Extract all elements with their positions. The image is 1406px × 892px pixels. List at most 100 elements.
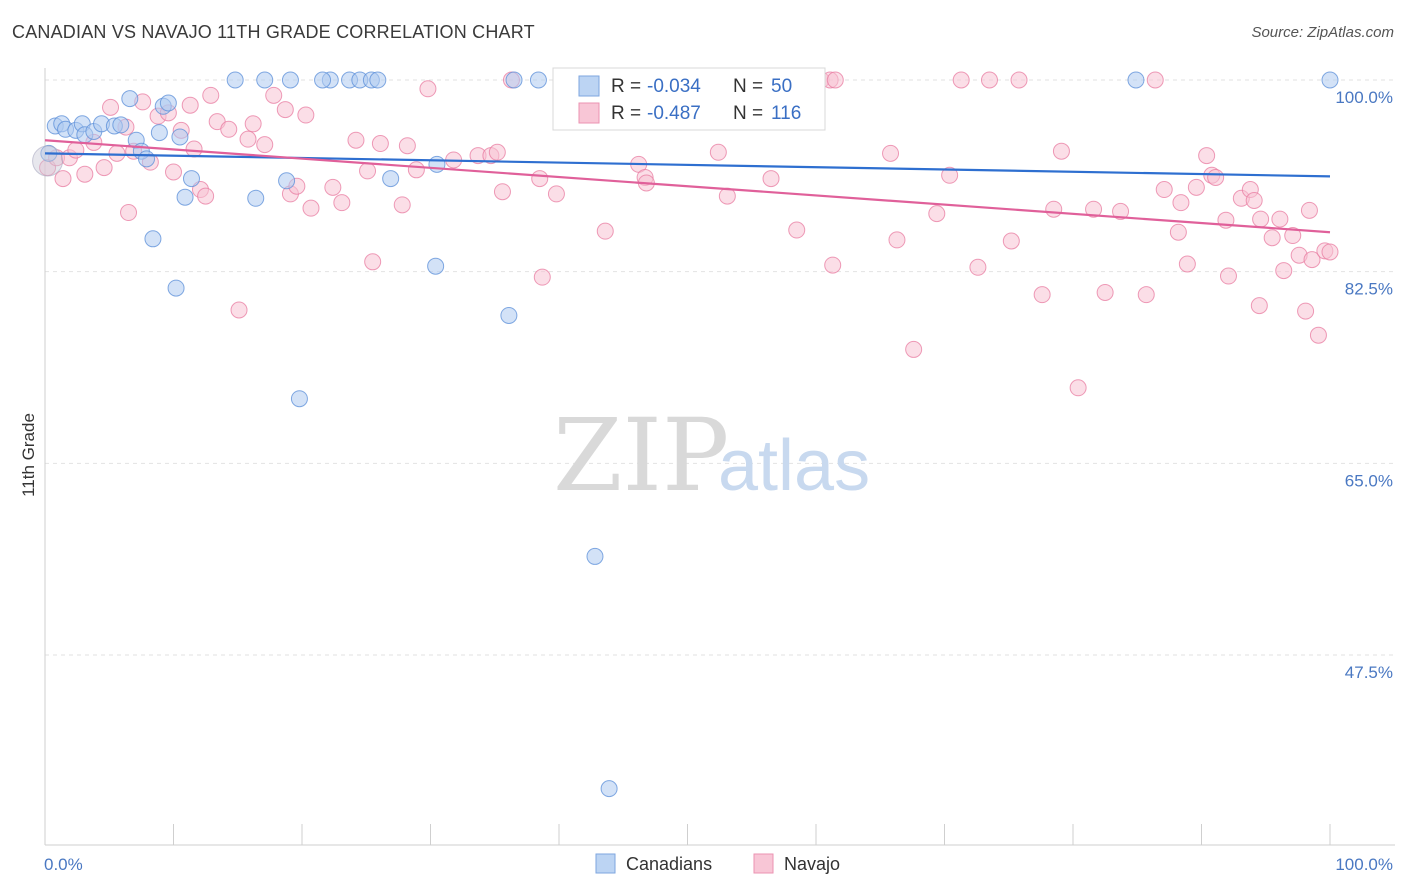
navajo-point-8 — [102, 98, 120, 116]
navajo-point-103 — [1263, 229, 1281, 247]
navajo-point-34 — [297, 106, 315, 124]
navajo-point-23 — [202, 86, 220, 104]
navajo-point-82 — [1069, 379, 1087, 397]
navajo-point-77 — [1002, 232, 1020, 250]
canadians-point-33 — [369, 71, 387, 89]
navajo-point-100 — [1245, 191, 1263, 209]
y-axis-label: 11th Grade — [19, 413, 38, 497]
canadians-point-21 — [182, 170, 200, 188]
canadians-point-20 — [176, 188, 194, 206]
navajo-point-89 — [1169, 223, 1187, 241]
navajo-point-11 — [120, 204, 138, 222]
legend-r-value-2: -0.487 — [647, 103, 701, 124]
navajo-point-29 — [256, 136, 274, 154]
legend-swatch-navajo — [578, 102, 600, 124]
x-tick-labels: 0.0% 100.0% — [44, 855, 1393, 874]
navajo-point-64 — [788, 221, 806, 239]
canadians-trend-line — [44, 152, 1331, 178]
navajo-point-69 — [882, 144, 900, 162]
navajo-point-73 — [941, 166, 959, 184]
legend-r-label-1: R = — [611, 76, 641, 97]
navajo-point-71 — [905, 340, 923, 358]
canadians-point-40 — [500, 306, 518, 324]
navajo-point-83 — [1085, 200, 1103, 218]
navajo-point-35 — [302, 199, 320, 217]
legend-r-value-1: -0.034 — [647, 76, 701, 97]
x-tick-label: 0.0% — [44, 855, 83, 874]
navajo-point-92 — [1187, 178, 1205, 196]
canadians-point-49 — [1321, 71, 1339, 89]
navajo-point-28 — [244, 115, 262, 133]
navajo-point-90 — [1172, 194, 1190, 212]
navajo-point-85 — [1112, 202, 1130, 220]
canadians-point-27 — [278, 172, 296, 190]
navajo-point-75 — [969, 258, 987, 276]
navajo-point-104 — [1271, 210, 1289, 228]
navajo-point-17 — [165, 163, 182, 181]
canadians-point-39 — [529, 71, 547, 89]
y-tick-label: 82.5% — [1345, 280, 1393, 299]
x-tick-label: 100.0% — [1335, 855, 1393, 874]
navajo-point-67 — [824, 256, 842, 274]
navajo-point-37 — [333, 194, 351, 212]
watermark-zip: ZIP — [553, 397, 729, 514]
navajo-point-68 — [826, 71, 844, 89]
canadians-point-38 — [505, 71, 523, 89]
canadians-point-22 — [167, 279, 185, 297]
canadians-point-16 — [150, 124, 168, 142]
canadians-point-37 — [427, 257, 445, 275]
navajo-point-72 — [928, 205, 946, 223]
navajo-point-31 — [276, 101, 294, 119]
navajo-point-108 — [1297, 302, 1315, 320]
canadians-point-25 — [281, 71, 299, 89]
navajo-point-105 — [1275, 262, 1293, 280]
navajo-point-22 — [197, 187, 215, 205]
navajo-point-5 — [76, 165, 94, 183]
canadians-point-23 — [226, 71, 244, 89]
navajo-point-93 — [1198, 147, 1216, 165]
navajo-point-7 — [95, 159, 113, 177]
cluster-point — [32, 145, 64, 177]
navajo-point-79 — [1033, 286, 1051, 304]
navajo-point-78 — [1010, 71, 1028, 89]
canadians-point-44 — [600, 780, 618, 798]
axes — [44, 68, 1395, 846]
navajo-point-4 — [67, 141, 85, 159]
canadians-point-36 — [428, 155, 446, 173]
navajo-point-26 — [230, 301, 248, 319]
navajo-point-91 — [1178, 255, 1196, 273]
canadians-point-12 — [121, 90, 139, 108]
navajo-point-106 — [1284, 227, 1302, 245]
y-tick-label: 100.0% — [1335, 88, 1393, 107]
navajo-point-2 — [54, 170, 72, 188]
canadians-point-29 — [314, 71, 332, 89]
navajo-point-9 — [108, 144, 126, 162]
navajo-point-60 — [709, 143, 727, 161]
navajo-point-54 — [547, 185, 565, 203]
series-legend-swatch-canadians — [595, 853, 616, 874]
navajo-trend-line — [44, 139, 1331, 234]
y-tick-labels: 100.0% 82.5% 65.0% 47.5% — [1335, 88, 1393, 682]
series-legend-label-navajo: Navajo — [784, 854, 840, 874]
navajo-point-97 — [1219, 267, 1237, 285]
navajo-point-42 — [393, 196, 411, 214]
navajo-point-38 — [347, 131, 365, 149]
navajo-point-41 — [371, 135, 389, 153]
canadians-point-43 — [586, 547, 604, 565]
navajo-point-88 — [1155, 181, 1173, 199]
navajo-point-86 — [1137, 286, 1155, 304]
navajo-point-111 — [1309, 326, 1327, 344]
navajo-point-81 — [1052, 142, 1070, 160]
legend-r-label-2: R = — [611, 103, 641, 124]
navajo-point-49 — [488, 143, 506, 161]
navajo-point-53 — [533, 268, 551, 286]
navajo-point-101 — [1250, 297, 1268, 315]
navajo-point-84 — [1096, 283, 1114, 301]
navajo-point-36 — [324, 178, 342, 196]
navajo-point-20 — [185, 140, 203, 158]
series-legend: Canadians Navajo — [595, 853, 840, 874]
legend-n-label-2: N = — [733, 103, 763, 124]
canadians-point-19 — [171, 128, 189, 146]
navajo-point-52 — [531, 170, 549, 188]
navajo-point-76 — [980, 71, 998, 89]
